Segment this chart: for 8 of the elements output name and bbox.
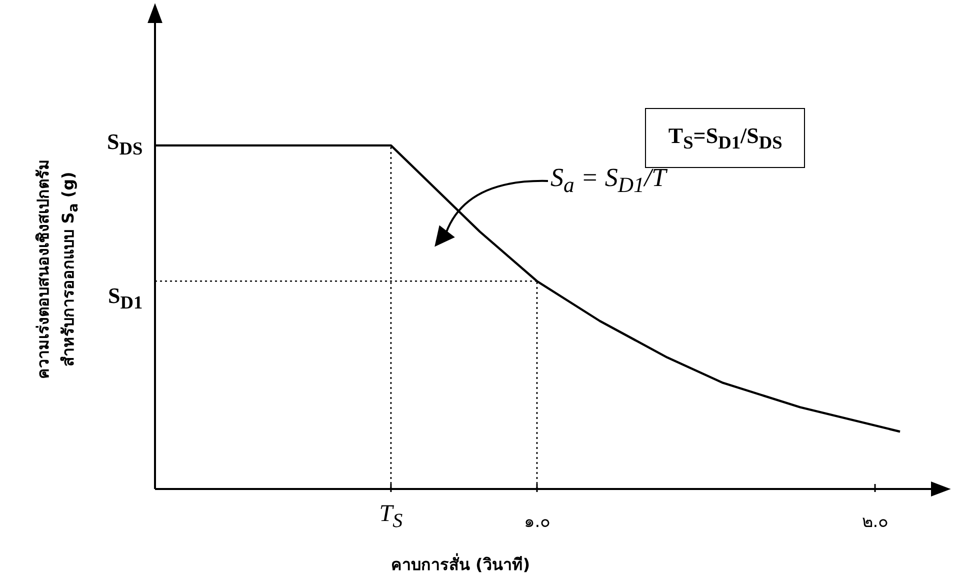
x-tick-label: T$_{S}$: [379, 501, 403, 533]
x-axis-title: คาบการสั่น (วินาที): [390, 552, 530, 576]
annotation: S$_{DS}$: [107, 129, 143, 160]
x-tick-label: ๒.๐: [862, 511, 888, 534]
annotation: S$_{a}$ = S$_{D1}$/T: [550, 163, 666, 198]
x-tick-label: ๑.๐: [524, 511, 550, 534]
ref-line-label: S$_{D1}$: [108, 283, 143, 314]
annotation: T$_{S}$=S$_{D1}$/S$_{DS}$: [668, 123, 782, 152]
